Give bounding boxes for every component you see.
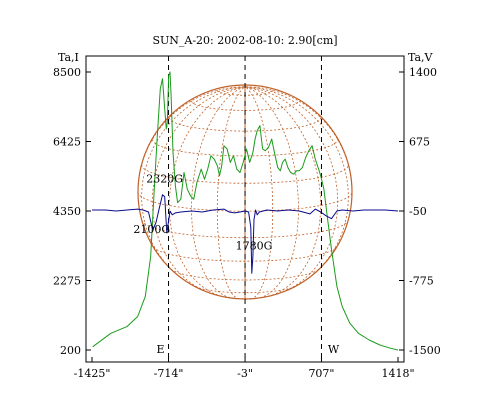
meridian-line xyxy=(244,86,322,298)
annotation-label: 2100G xyxy=(133,223,170,236)
left-axis-label: Ta,I xyxy=(58,51,79,64)
annotation-label: 1780G xyxy=(236,240,273,253)
left-tick-label: 8500 xyxy=(53,66,81,79)
series-group xyxy=(92,71,399,351)
meridian-line xyxy=(216,86,246,300)
right-tick-label: 1400 xyxy=(409,66,437,79)
right-tick-label: -775 xyxy=(409,275,434,288)
meridian-line xyxy=(244,86,339,295)
parallel-line xyxy=(191,100,299,111)
x-tick-label: -1425" xyxy=(74,367,111,380)
meridian-line xyxy=(168,86,246,298)
right-axis-label: Ta,V xyxy=(408,51,434,64)
meridian-line xyxy=(191,86,246,299)
axes: -1425" -714" -3" 707" 1418" 200 2275 4350 6425 85… xyxy=(53,66,441,380)
series-line-intensity xyxy=(92,71,399,351)
right-tick-label: -1500 xyxy=(409,344,441,357)
left-tick-label: 200 xyxy=(60,344,81,357)
right-tick-label: -50 xyxy=(409,205,427,218)
series-line-polarization xyxy=(92,194,399,274)
x-tick-label: -3" xyxy=(237,367,253,380)
parallel-line xyxy=(168,117,322,132)
annotations: 2320G 2100G 1780G xyxy=(133,173,272,253)
x-tick-label: 1418" xyxy=(381,367,414,380)
x-tick-label: 707" xyxy=(308,367,334,380)
meridian-line xyxy=(244,86,299,299)
parallel-line xyxy=(194,286,296,294)
meridian-line xyxy=(151,86,246,295)
left-tick-label: 6425 xyxy=(53,136,81,149)
limb-marker-label: W xyxy=(328,343,340,356)
limb-marker-label: E xyxy=(157,343,165,356)
parallel-line xyxy=(137,191,353,212)
chart-title: SUN_A-20: 2002-08-10: 2.90[cm] xyxy=(152,34,337,47)
left-tick-label: 2275 xyxy=(53,275,81,288)
x-tick-label: -714" xyxy=(154,367,184,380)
left-tick-label: 4350 xyxy=(53,205,81,218)
annotation-label: 2320G xyxy=(146,173,183,186)
meridian-line xyxy=(244,86,274,300)
right-tick-label: 675 xyxy=(409,136,430,149)
